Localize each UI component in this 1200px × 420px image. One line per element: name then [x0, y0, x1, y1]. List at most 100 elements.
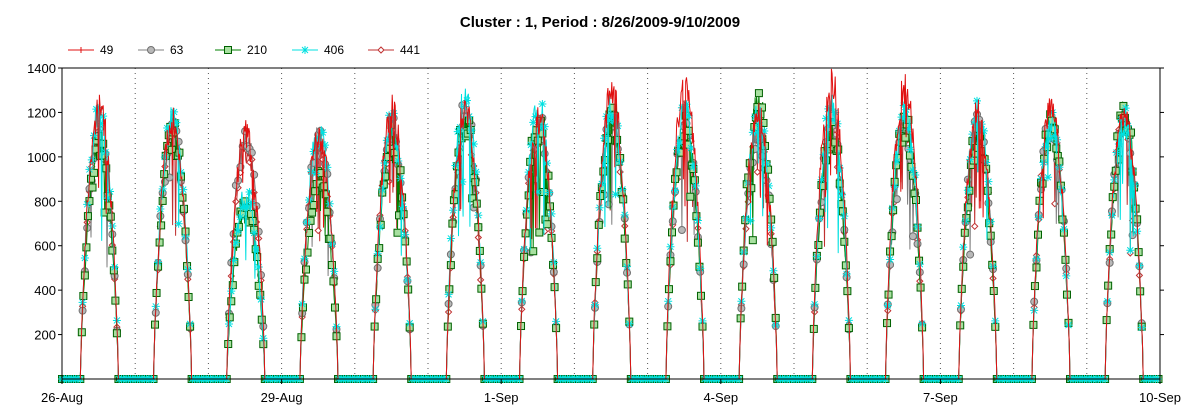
data-point-406 — [895, 127, 904, 136]
legend-marker-210 — [224, 46, 232, 54]
data-point-406 — [831, 108, 840, 117]
data-point-406 — [252, 244, 261, 253]
data-point-406 — [838, 190, 847, 199]
data-point-406 — [453, 127, 462, 136]
data-point-210 — [228, 281, 237, 290]
plot-frame — [61, 67, 1161, 380]
data-point-210 — [535, 228, 544, 237]
data-point-210 — [254, 281, 263, 290]
data-point-406 — [401, 230, 410, 239]
x-tick-label: 26-Aug — [41, 390, 83, 405]
data-point-406 — [531, 112, 540, 121]
data-point-406 — [536, 123, 545, 132]
data-point-406 — [462, 96, 471, 105]
data-point-406 — [257, 295, 266, 304]
data-point-210 — [446, 261, 455, 270]
data-point-406 — [1037, 174, 1046, 183]
data-point-406 — [691, 181, 700, 190]
data-point-210 — [157, 221, 166, 230]
data-point-406 — [966, 155, 975, 164]
chart-title: Cluster : 1, Period : 8/26/2009-9/10/200… — [460, 14, 740, 31]
data-point-406 — [975, 127, 984, 136]
data-point-406 — [1121, 104, 1130, 113]
y-tick-label: 800 — [34, 194, 56, 209]
data-point-406 — [245, 188, 254, 197]
legend-label: 49 — [100, 43, 114, 57]
data-point-210 — [684, 126, 693, 135]
data-point-406 — [906, 145, 915, 154]
data-point-210 — [106, 212, 115, 221]
data-point-406 — [243, 203, 252, 212]
data-point-210 — [814, 240, 823, 249]
data-point-406 — [1050, 131, 1059, 140]
data-point-406 — [913, 222, 922, 231]
data-point-406 — [456, 123, 465, 132]
data-point-210 — [748, 236, 757, 245]
data-point-406 — [549, 258, 558, 267]
data-point-210 — [524, 191, 533, 200]
data-point-406 — [1059, 225, 1068, 234]
data-point-406 — [613, 121, 622, 130]
data-point-210 — [247, 209, 256, 218]
data-point-63 — [908, 232, 917, 241]
data-point-406 — [391, 141, 400, 150]
data-point-406 — [673, 145, 682, 154]
data-point-406 — [103, 194, 112, 203]
data-point-406 — [1119, 130, 1128, 139]
data-point-406 — [540, 122, 549, 131]
data-point-406 — [1053, 135, 1062, 144]
x-tick-label: 1-Sep — [484, 390, 519, 405]
data-point-406 — [465, 112, 474, 121]
legend-item-441: 441 — [368, 43, 420, 57]
data-point-406 — [671, 186, 680, 195]
data-point-210 — [108, 246, 117, 255]
data-point-406 — [597, 179, 606, 188]
data-point-406 — [547, 209, 556, 218]
data-point-210 — [396, 166, 405, 175]
legend-marker-406 — [301, 46, 309, 54]
data-point-441 — [474, 233, 483, 242]
data-point-210 — [834, 145, 843, 154]
data-point-406 — [1041, 142, 1050, 151]
data-point-441 — [232, 197, 240, 206]
data-point-406 — [741, 214, 750, 223]
data-point-406 — [961, 217, 970, 226]
data-point-210 — [963, 203, 972, 212]
data-point-406 — [970, 120, 979, 129]
data-point-210 — [80, 271, 89, 280]
data-point-210 — [88, 183, 97, 192]
y-tick-label: 400 — [34, 283, 56, 298]
data-point-406 — [687, 143, 696, 152]
legend-marker-63 — [147, 46, 155, 54]
data-point-406 — [90, 131, 99, 140]
data-point-210 — [302, 265, 310, 274]
data-point-406 — [675, 139, 684, 148]
chart-legend: 49 63 210 406 441 — [68, 43, 420, 57]
data-point-210 — [83, 212, 92, 221]
data-point-406 — [231, 238, 240, 247]
y-tick-label: 1200 — [27, 105, 56, 120]
data-point-210 — [672, 168, 681, 177]
data-point-406 — [160, 153, 169, 162]
data-point-406 — [238, 203, 247, 212]
data-point-406 — [963, 186, 972, 195]
data-point-406 — [908, 166, 917, 175]
data-point-406 — [812, 252, 821, 261]
data-point-406 — [1039, 158, 1048, 167]
data-point-210 — [754, 89, 763, 98]
data-point-63 — [677, 226, 686, 235]
data-point-406 — [762, 159, 771, 168]
data-point-406 — [760, 126, 769, 135]
data-point-406 — [828, 115, 837, 124]
data-point-210 — [329, 277, 338, 286]
data-point-210 — [768, 237, 777, 246]
data-point-406 — [973, 96, 981, 105]
data-point-406 — [469, 140, 478, 149]
data-point-406 — [979, 126, 988, 135]
data-point-406 — [1034, 213, 1043, 222]
data-point-406 — [840, 212, 849, 221]
data-point-63 — [840, 225, 849, 234]
data-point-406 — [886, 255, 895, 264]
legend-marker-49 — [78, 47, 84, 53]
